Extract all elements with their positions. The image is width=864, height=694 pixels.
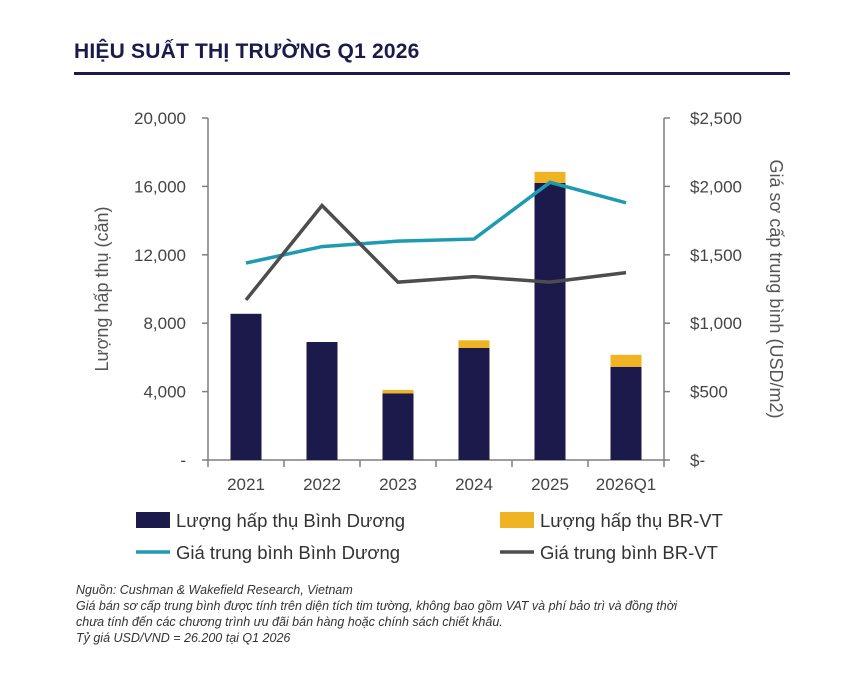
chart: - 4,000 8,000 12,000 16,000 20,000 $- $500 $1,0…	[92, 109, 786, 563]
bar-binh-duong	[306, 342, 338, 460]
page-title: HIỆU SUẤT THỊ TRƯỜNG Q1 2026	[74, 40, 420, 63]
y-tick-label-left: -	[180, 451, 186, 470]
source-line: Nguồn: Cushman & Wakefield Research, Vie…	[76, 583, 353, 597]
note-line: chưa tính đến các chương trình ưu đãi bá…	[76, 615, 503, 629]
legend-label: Giá trung bình BR-VT	[540, 542, 718, 563]
y-tick-label-left: 8,000	[143, 314, 186, 333]
bar-br-vt	[382, 389, 414, 394]
bar-binh-duong	[534, 182, 566, 461]
x-tick-label: 2025	[531, 475, 569, 494]
legend-label: Lượng hấp thụ Bình Dương	[176, 510, 405, 531]
left-axis: - 4,000 8,000 12,000 16,000 20,000	[134, 109, 209, 470]
title-rule	[74, 72, 790, 75]
y-tick-label-right: $-	[690, 451, 705, 470]
note-line: Giá bán sơ cấp trung bình được tính trên…	[76, 599, 678, 613]
y-tick-label-left: 20,000	[134, 109, 186, 128]
bar-br-vt	[610, 354, 642, 367]
source-notes: Nguồn: Cushman & Wakefield Research, Vie…	[76, 582, 816, 646]
y-tick-label-right: $2,500	[690, 109, 742, 128]
x-tick-label: 2022	[303, 475, 341, 494]
line-gia-br-vt	[244, 202, 627, 302]
legend-label: Giá trung bình Bình Dương	[176, 542, 400, 563]
bar-br-vt	[458, 340, 490, 348]
y-tick-label-right: $1,500	[690, 246, 742, 265]
y-tick-label-right: $500	[690, 383, 728, 402]
line-gia-binh-duong	[245, 180, 627, 265]
exchange-rate-note: Tỷ giá USD/VND = 26.200 tại Q1 2026	[76, 631, 291, 645]
x-tick-label: 2024	[455, 475, 493, 494]
right-axis: $- $500 $1,000 $1,500 $2,000 $2,500	[663, 109, 742, 470]
bar-br-vt	[534, 171, 566, 183]
bar-binh-duong	[458, 347, 490, 460]
y-tick-label-left: 16,000	[134, 177, 186, 196]
y-tick-label-left: 4,000	[143, 383, 186, 402]
x-tick-label: 2023	[379, 475, 417, 494]
y-axis-title-left: Lượng hấp thụ (căn)	[92, 207, 112, 372]
bar-binh-duong	[382, 393, 414, 460]
legend-label: Lượng hấp thụ BR-VT	[540, 510, 723, 531]
bar-binh-duong	[610, 366, 642, 460]
y-axis-title-right: Giá sơ cấp trung bình (USD/m2)	[766, 160, 786, 419]
legend-swatch	[136, 512, 170, 528]
y-tick-label-right: $1,000	[690, 314, 742, 333]
legend: Lượng hấp thụ Bình Dương Lượng hấp thụ BR…	[136, 510, 723, 563]
x-tick-label: 2021	[227, 475, 265, 494]
legend-swatch	[500, 512, 534, 528]
bar-binh-duong	[230, 313, 262, 460]
y-tick-label-left: 12,000	[134, 246, 186, 265]
y-tick-label-right: $2,000	[690, 177, 742, 196]
x-tick-label: 2026Q1	[596, 475, 657, 494]
